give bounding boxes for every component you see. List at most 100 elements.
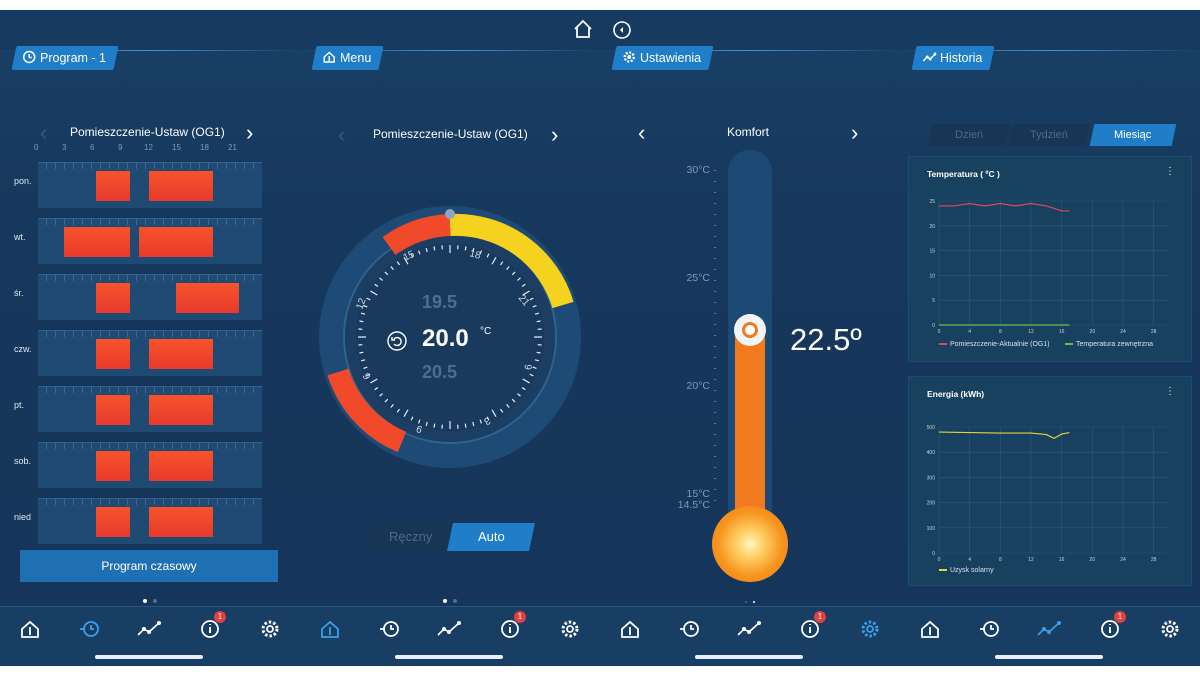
heating-block[interactable] [96, 171, 130, 201]
reset-icon[interactable] [386, 330, 410, 352]
heating-block[interactable] [139, 227, 213, 257]
hour-tick: 15 [172, 143, 181, 152]
program-schedule-button[interactable]: Program czasowy [20, 550, 278, 582]
info-icon[interactable]: 1 [1098, 611, 1126, 643]
next-arrow-icon[interactable]: › [551, 122, 559, 147]
y-tick-label: 25 [929, 199, 935, 205]
heating-block[interactable] [96, 507, 130, 537]
clock-icon[interactable] [378, 617, 404, 643]
day-row-mon[interactable]: pon. [10, 160, 262, 210]
gear-icon[interactable] [1158, 617, 1184, 643]
heating-block[interactable] [149, 507, 213, 537]
dial-tick [522, 290, 530, 296]
tab-settings[interactable]: Ustawienia [611, 46, 714, 70]
info-icon[interactable]: 1 [498, 611, 526, 643]
dial-tick [536, 351, 541, 354]
heating-block[interactable] [96, 283, 130, 313]
dial-tick [379, 277, 383, 281]
dial-tick [491, 409, 497, 417]
heating-block[interactable] [149, 395, 213, 425]
info-icon[interactable]: 1 [198, 611, 226, 643]
day-track [38, 274, 262, 320]
heating-block[interactable] [96, 339, 130, 369]
thermometer-bulb [712, 506, 788, 582]
dial-number: 9 [415, 422, 424, 434]
home-icon[interactable] [18, 617, 44, 643]
back-circle-icon[interactable] [612, 20, 632, 40]
day-row-thu[interactable]: czw. [10, 328, 262, 378]
day-track [38, 386, 262, 432]
period-tabs: Dzień Tydzień Miesiąc [927, 124, 1177, 146]
history-icon[interactable] [736, 617, 762, 643]
next-arrow-icon[interactable]: › [246, 120, 254, 145]
tab-history[interactable]: Historia [911, 46, 995, 70]
page-indicator [600, 590, 900, 608]
day-row-wed[interactable]: śr. [10, 272, 262, 322]
next-arrow-icon[interactable]: › [851, 120, 859, 145]
heating-block[interactable] [96, 451, 130, 481]
manual-mode-button[interactable]: Ręczny [367, 523, 455, 551]
heating-block[interactable] [64, 227, 130, 257]
day-track [38, 498, 262, 544]
home-icon[interactable] [918, 617, 944, 643]
legend-item: Temperatura zewnętrzna [1065, 341, 1153, 348]
home-icon[interactable] [572, 18, 594, 40]
heating-block[interactable] [149, 451, 213, 481]
gear-icon[interactable] [858, 617, 884, 643]
current-temperature: 20.0 [422, 325, 469, 352]
hour-tick: 3 [62, 143, 67, 152]
info-icon[interactable]: 1 [798, 611, 826, 643]
x-tick-label: 28 [1151, 557, 1157, 563]
dial-number: 15 [402, 249, 417, 264]
y-tick-label: 200 [927, 501, 936, 507]
day-track [38, 442, 262, 488]
day-row-sat[interactable]: sob. [10, 440, 262, 490]
day-row-sun[interactable]: nied [10, 496, 262, 546]
tab-day[interactable]: Dzień [927, 124, 1011, 146]
day-row-fri[interactable]: pt. [10, 384, 262, 434]
dial-number: 9 [521, 364, 532, 371]
notification-badge: 1 [514, 611, 526, 623]
tab-week[interactable]: Tydzień [1007, 124, 1091, 146]
heating-block[interactable] [96, 395, 130, 425]
temperature-dial[interactable]: 15 18 21 12 9 6 3 9 [318, 202, 582, 472]
more-options-icon[interactable]: ⋮ [1165, 386, 1175, 397]
dial-tick [517, 393, 521, 397]
hour-tick: 9 [118, 143, 123, 152]
day-row-tue[interactable]: wt. [10, 216, 262, 266]
heating-block[interactable] [149, 339, 213, 369]
clock-icon[interactable] [678, 617, 704, 643]
dial-tick [479, 419, 483, 424]
gear-icon[interactable] [258, 617, 284, 643]
prev-arrow-icon[interactable]: ‹ [338, 122, 346, 147]
x-tick-label: 0 [938, 557, 941, 563]
tab-program[interactable]: Program - 1 [11, 46, 119, 70]
dial-tick [359, 320, 364, 323]
tab-month[interactable]: Miesiąc [1089, 124, 1177, 146]
temperature-slider-handle[interactable] [734, 314, 766, 346]
clock-icon[interactable] [78, 617, 104, 643]
history-icon[interactable] [136, 617, 162, 643]
dial-tick [433, 246, 436, 251]
dial-tick [374, 283, 379, 288]
prev-arrow-icon[interactable]: ‹ [638, 120, 646, 145]
auto-mode-button[interactable]: Auto [447, 523, 535, 551]
gear-icon[interactable] [558, 617, 584, 643]
bottom-nav: 1 [900, 606, 1200, 666]
home-indicator [995, 655, 1103, 659]
dial-handle[interactable] [445, 209, 455, 219]
x-tick-label: 4 [968, 329, 971, 335]
home-icon[interactable] [618, 617, 644, 643]
prev-arrow-icon[interactable]: ‹ [40, 120, 48, 145]
history-icon[interactable] [1036, 617, 1062, 643]
panel-settings: Ustawienia ‹ Komfort › 30°C 25°C 20°C 15… [600, 10, 900, 666]
home-icon[interactable] [318, 617, 344, 643]
more-options-icon[interactable]: ⋮ [1165, 166, 1175, 177]
notification-badge: 1 [1114, 611, 1126, 623]
clock-icon[interactable] [978, 617, 1004, 643]
day-track [38, 218, 262, 264]
history-icon[interactable] [436, 617, 462, 643]
tab-menu[interactable]: Menu [311, 46, 384, 70]
heating-block[interactable] [149, 171, 213, 201]
heating-block[interactable] [176, 283, 239, 313]
